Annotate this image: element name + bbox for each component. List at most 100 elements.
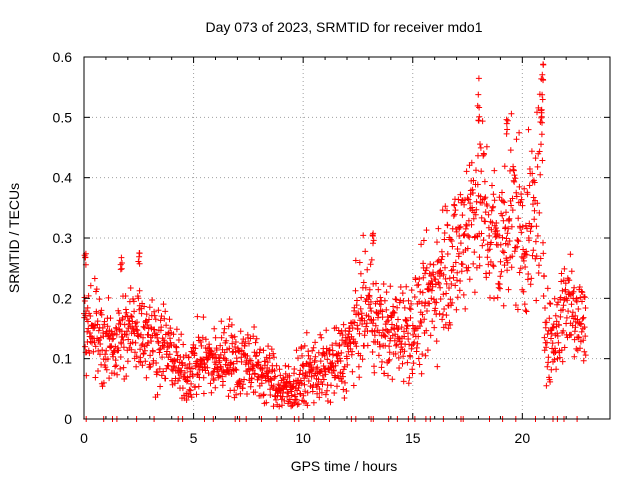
data-point [381,297,388,304]
data-point [424,308,430,314]
data-point [112,324,119,331]
data-point [513,189,520,196]
data-point [463,222,470,229]
data-point [441,236,448,243]
data-point [506,238,513,244]
data-point [87,313,94,319]
data-point [429,318,436,325]
data-point [575,306,582,312]
data-point [556,322,562,329]
data-point [452,259,459,266]
data-point [116,310,122,317]
data-point [478,168,485,175]
data-point [253,352,260,359]
data-point [367,261,374,268]
data-point [162,375,169,382]
data-point [301,342,308,349]
data-point [81,298,88,304]
data-point [507,147,514,154]
data-point [189,365,195,372]
data-point [86,350,93,357]
data-point [158,372,165,379]
data-point [142,347,148,354]
data-point [364,266,371,273]
data-point [511,178,518,185]
data-point [404,359,411,366]
data-point [205,355,212,362]
data-point [514,306,521,313]
data-point [159,342,166,349]
data-point [139,362,146,369]
data-point [541,273,548,280]
data-point [323,327,330,334]
data-point [520,255,527,262]
data-point [405,380,412,387]
data-point [389,321,395,328]
data-point [287,396,293,403]
data-point [327,399,334,406]
data-point [165,363,172,369]
data-point [505,286,512,293]
data-point [383,306,390,313]
data-point [580,337,587,344]
data-point [459,261,466,268]
data-point [482,209,489,216]
data-point [86,310,93,317]
data-point [248,375,255,382]
data-point [241,343,248,349]
data-point [167,325,174,332]
data-point [120,364,127,371]
data-point [543,344,550,351]
data-point [143,374,150,381]
data-point [452,207,459,214]
data-point [121,321,128,328]
data-point [431,324,438,331]
y-tick-label: 0.6 [53,49,73,65]
data-point [506,215,513,222]
data-point [457,191,464,198]
data-point [135,295,142,302]
data-point [567,251,574,258]
data-point [362,248,369,255]
data-point [514,237,521,244]
data-point [445,325,452,332]
data-point [179,385,186,392]
data-point [465,232,472,239]
data-point [432,305,439,312]
data-point [499,212,506,219]
data-point [112,363,119,370]
data-point [345,331,352,338]
data-point [108,328,115,335]
data-point [377,343,383,350]
data-point [332,340,339,347]
data-point [353,343,360,350]
data-point [547,301,554,307]
data-point [363,323,370,330]
data-point [524,191,531,198]
data-point [518,229,525,236]
data-point [152,316,159,323]
data-point [299,352,305,359]
data-point [539,119,545,126]
data-point [427,332,434,339]
data-point [322,371,329,378]
data-point [237,390,244,397]
data-point [423,264,430,271]
data-point [434,258,441,265]
data-point [312,353,319,360]
data-point [178,367,185,374]
data-point [444,222,451,229]
data-point [441,230,448,236]
data-point [501,249,507,256]
data-point [311,357,318,364]
data-point [136,253,143,260]
data-point [403,325,410,332]
data-point [388,313,395,320]
data-point [475,75,482,82]
data-point [386,349,393,356]
data-point [96,296,103,303]
data-point [297,377,304,384]
data-point [503,235,510,242]
data-point [120,344,127,351]
data-point [452,282,459,289]
